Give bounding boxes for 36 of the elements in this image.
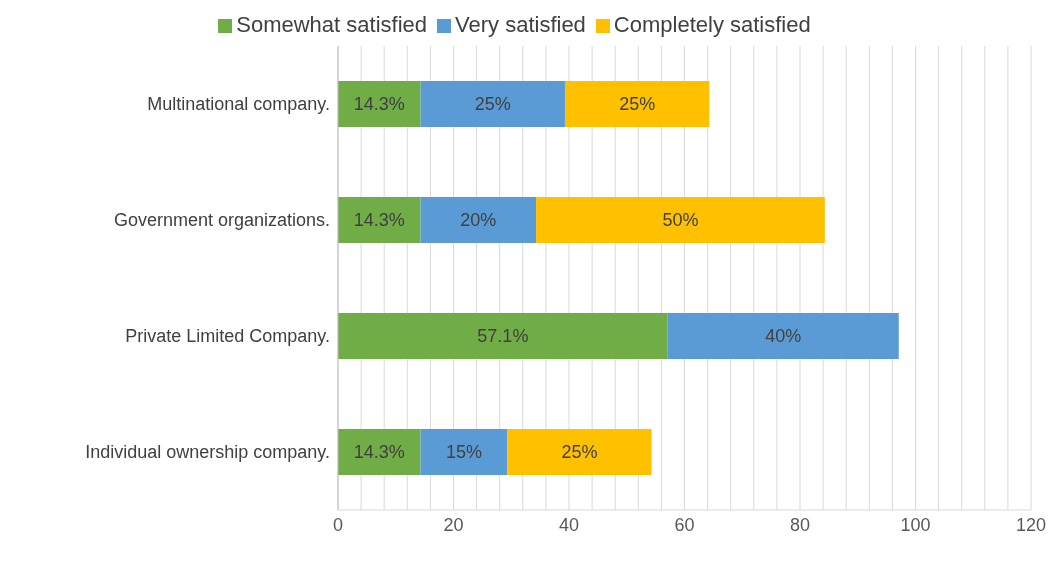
data-label: 50% [662,210,699,230]
data-label: 14.3% [353,94,405,114]
data-label: 25% [619,94,656,114]
y-tick-label: Private Limited Company. [125,326,330,347]
bar [338,429,421,475]
bar [667,313,899,359]
y-tick-label: Individual ownership company. [85,442,330,463]
data-label: 14.3% [353,210,405,230]
bar [536,197,825,243]
data-label: 40% [765,326,802,346]
legend-label: Completely satisfied [613,12,811,37]
legend-label: Somewhat satisfied [236,12,428,37]
bar [338,197,421,243]
x-tick-label: 100 [900,514,931,535]
bar [564,81,710,127]
bar [420,197,537,243]
bar [507,429,652,475]
x-tick-label: 120 [1015,514,1047,535]
legend-label: Very satisfied [455,12,586,37]
bar [338,313,668,359]
y-tick-label: Government organizations. [113,210,330,231]
x-tick-label: 20 [443,514,464,535]
bar [338,81,421,127]
x-tick-label: 40 [558,514,580,535]
data-label: 15% [445,442,482,462]
data-label: 57.1% [477,326,529,346]
data-label: 25% [474,94,511,114]
x-tick-label: 0 [332,514,344,535]
x-tick-label: 80 [789,514,811,535]
bar [420,429,508,475]
bar [420,81,565,127]
data-label: 25% [561,442,598,462]
x-tick-label: 60 [674,514,695,535]
y-tick-label: Multinational company. [147,94,330,115]
data-label: 14.3% [353,442,405,462]
data-label: 20% [460,210,497,230]
